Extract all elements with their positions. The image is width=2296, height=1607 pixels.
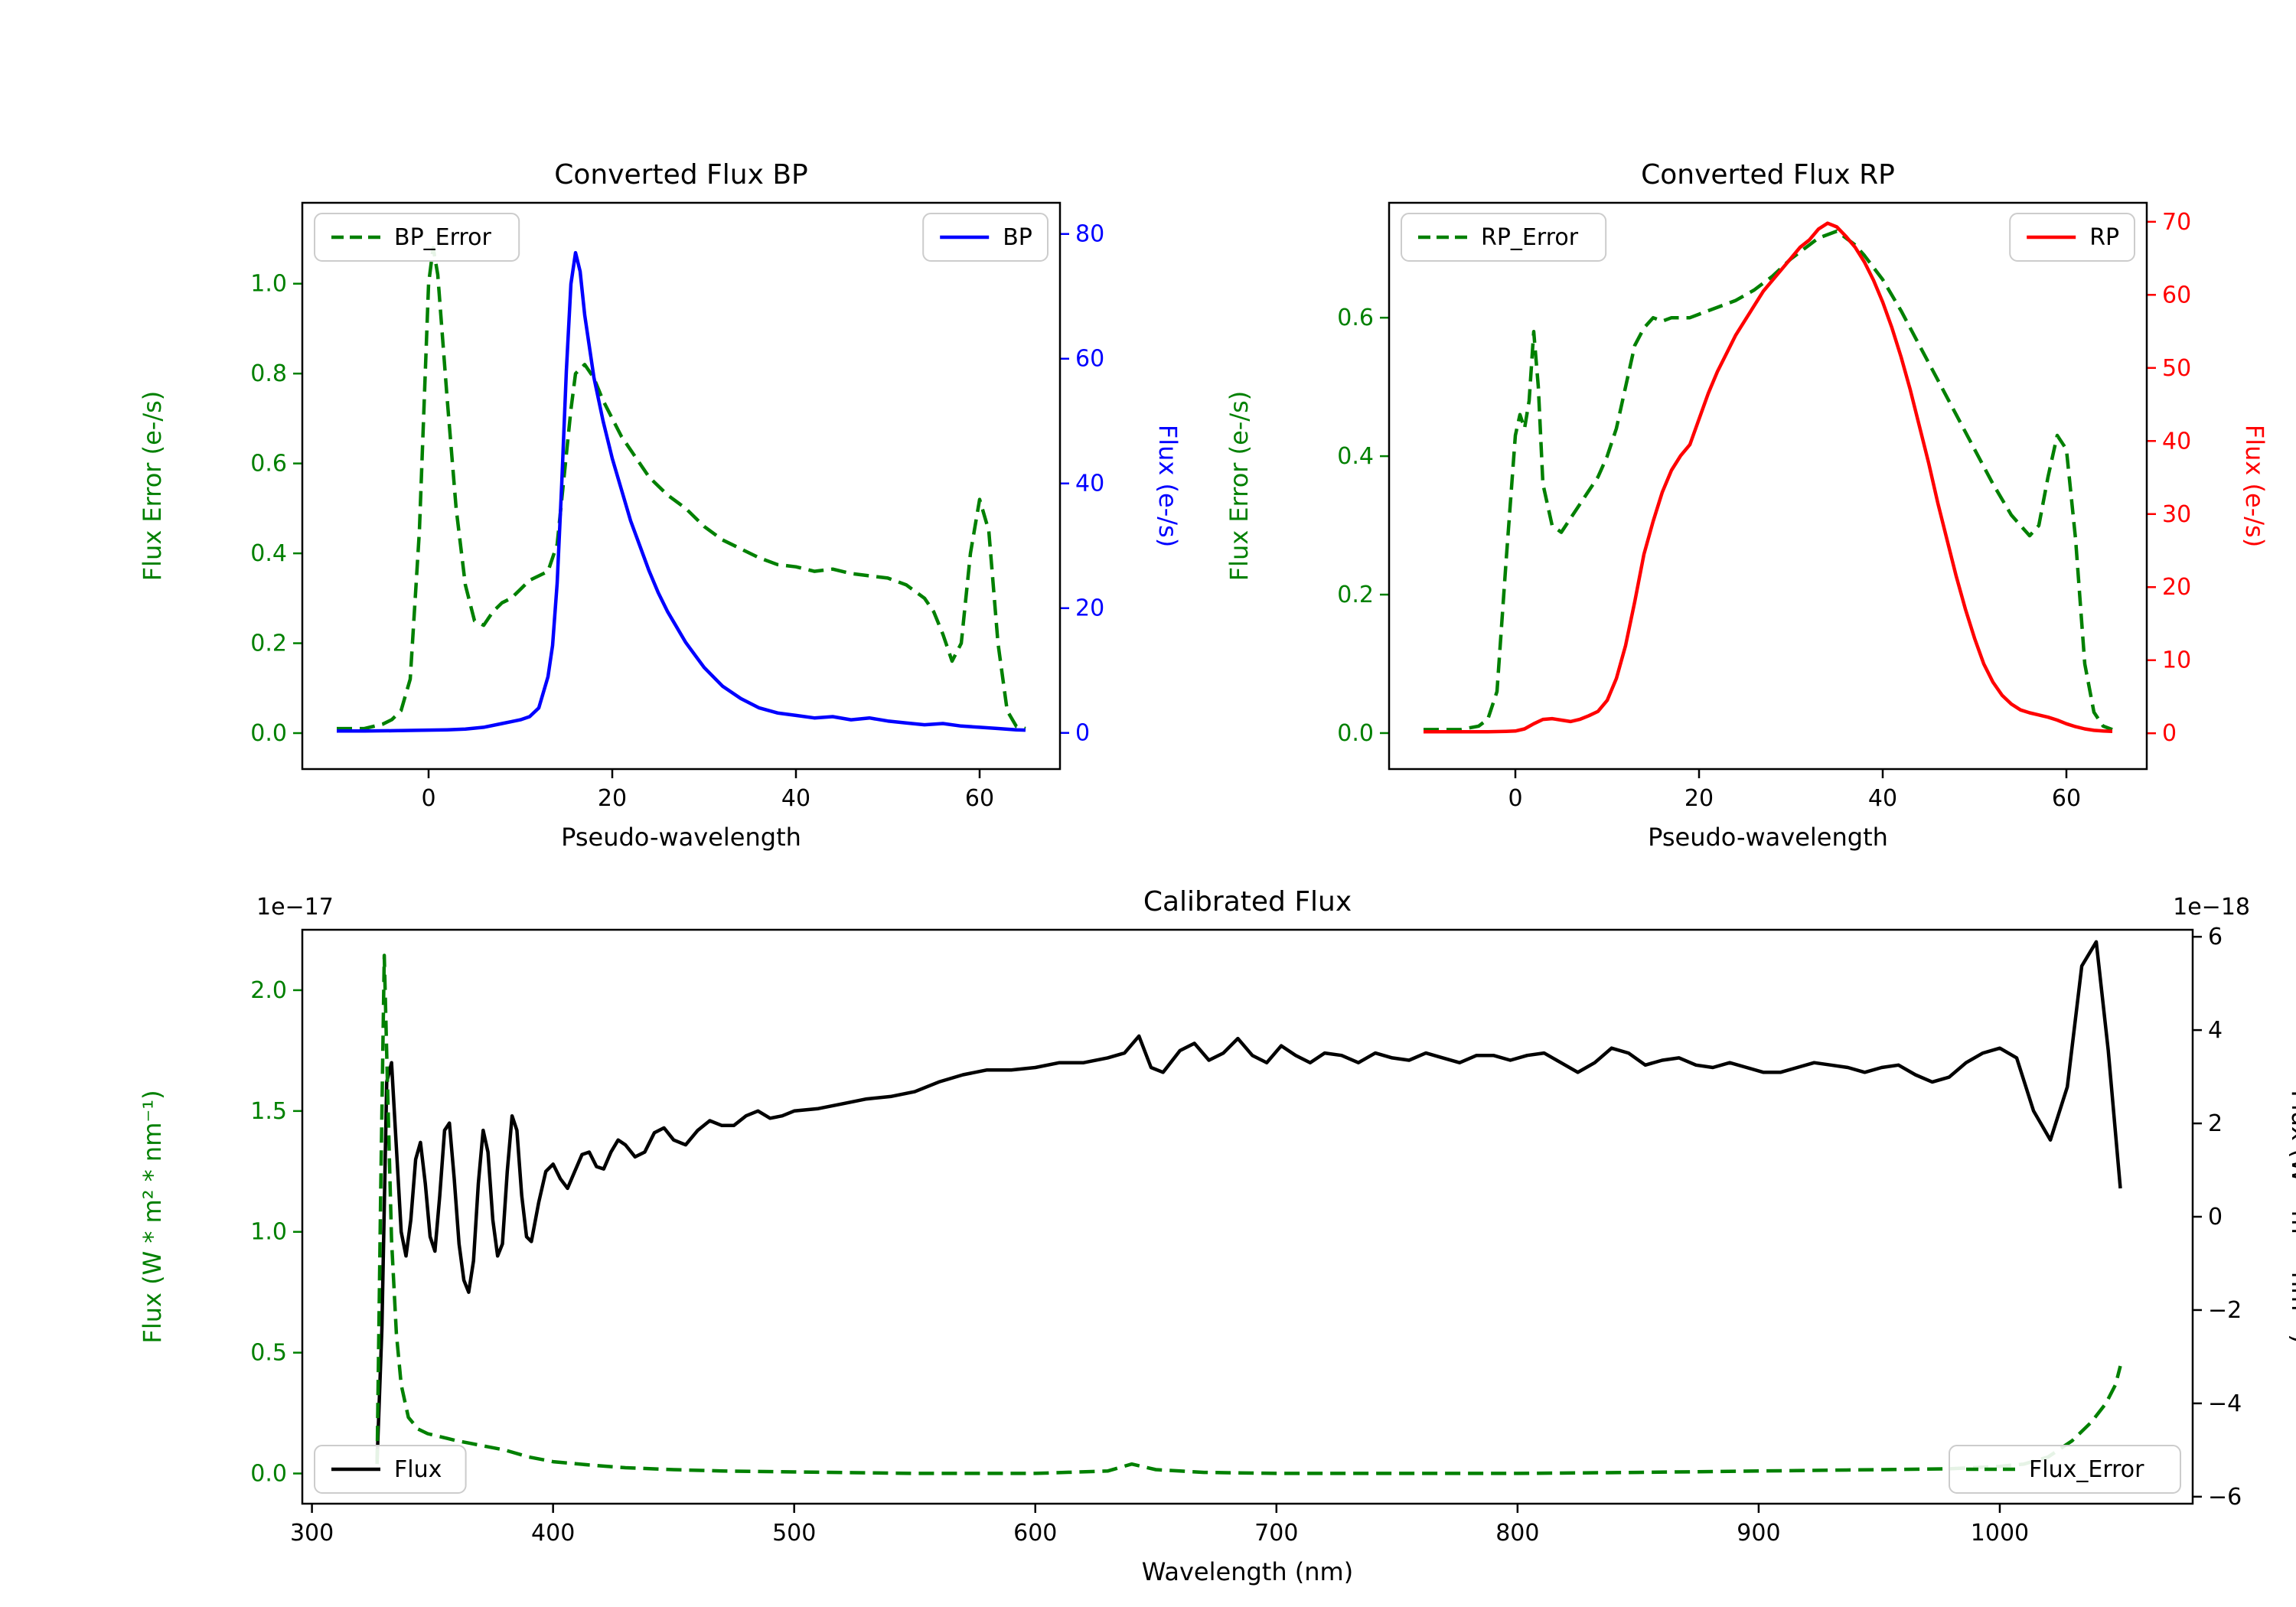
cal-y2-tick-label: −2: [2208, 1297, 2242, 1324]
legend-box: [1949, 1445, 2181, 1494]
rp-y2-tick-label: 20: [2162, 574, 2191, 601]
rp-y2-tick-label: 70: [2162, 209, 2191, 236]
bp-y1-tick-label: 0.0: [250, 720, 287, 747]
cal-y2-tick-label: −6: [2208, 1484, 2242, 1511]
legend-BP: BP: [922, 213, 1049, 262]
bp-x-tick-label: 40: [781, 785, 810, 812]
cal-y1-tick-label: 1.5: [250, 1098, 287, 1125]
legend-box: [314, 213, 520, 262]
bp-x-tick-label: 20: [598, 785, 627, 812]
cal-xlabel: Wavelength (nm): [1142, 1557, 1353, 1586]
cal-x-tick-label: 400: [531, 1520, 575, 1547]
bp-subplot: Converted Flux BP 0 20 40 60 Pseudo-wavelengt…: [99, 99, 1186, 880]
bp-y2-tick-label: 0: [1075, 720, 1090, 747]
cal-y1-tick-label: 2.0: [250, 977, 287, 1004]
legend-Flux_Error: Flux_Error: [1949, 1445, 2181, 1494]
legend-Flux: Flux: [314, 1445, 467, 1494]
bp-xlabel: Pseudo-wavelength: [561, 823, 801, 852]
legend-label: Flux: [394, 1456, 442, 1483]
rp-y2-tick-label: 40: [2162, 428, 2191, 455]
cal-y2-label: Flux (W * m² * nm⁻¹): [2286, 1090, 2296, 1343]
rp-x-tick-label: 40: [1868, 785, 1897, 812]
series-BP_Error: [337, 246, 1026, 731]
bp-y2-tick-label: 80: [1075, 221, 1104, 248]
legend-label: Flux_Error: [2029, 1456, 2144, 1483]
rp-y2-tick-label: 0: [2162, 720, 2177, 747]
series-RP_Error: [1424, 229, 2113, 732]
rp-x-tick-label: 60: [2052, 785, 2081, 812]
cal-y1-tick-label: 0.5: [250, 1340, 287, 1367]
bp-y1-tick-label: 0.6: [250, 451, 287, 478]
rp-y2-label: Flux (e-/s): [2240, 425, 2269, 547]
legend-box: [314, 1445, 467, 1494]
bp-x-tick-label: 0: [421, 785, 435, 812]
rp-subplot: Converted Flux RP 0 20 40 60 Pseudo-wavelengt…: [1186, 99, 2273, 880]
cal-title: Calibrated Flux: [1143, 886, 1352, 918]
bp-y1-tick-label: 0.4: [250, 540, 287, 567]
series-Flux: [375, 940, 2122, 1462]
cal-y2-tick-label: 6: [2208, 924, 2223, 950]
cal-x-tick-label: 800: [1495, 1520, 1539, 1547]
rp-y1-tick-label: 0.6: [1337, 305, 1374, 331]
rp-y2-tick-label: 10: [2162, 647, 2191, 674]
cal-x-tick-label: 1000: [1971, 1520, 2029, 1547]
bp-y1-tick-label: 1.0: [250, 271, 287, 298]
rp-x-tick-label: 0: [1508, 785, 1522, 812]
bp-plot-svg: Converted Flux BP 0 20 40 60 Pseudo-wavelengt…: [138, 159, 1182, 852]
rp-y1-label: Flux Error (e-/s): [1225, 391, 1254, 582]
legend-RP: RP: [2009, 213, 2135, 262]
cal-x-tick-label: 500: [772, 1520, 816, 1547]
bp-y1-tick-label: 0.8: [250, 360, 287, 387]
cal-y1-label: Flux (W * m² * nm⁻¹): [138, 1090, 167, 1343]
cal-y1-offset: 1e−17: [256, 894, 334, 921]
bp-x-tick-label: 60: [965, 785, 994, 812]
cal-y2-tick-label: 2: [2208, 1110, 2223, 1137]
legend-BP_Error: BP_Error: [314, 213, 520, 262]
series-RP: [1424, 221, 2113, 734]
cal-x-tick-label: 700: [1254, 1520, 1298, 1547]
rp-title: Converted Flux RP: [1641, 159, 1895, 191]
bp-y2-label: Flux (e-/s): [1153, 425, 1182, 547]
cal-x-tick-label: 300: [290, 1520, 334, 1547]
bp-y2-tick-label: 20: [1075, 595, 1104, 622]
series-BP: [337, 250, 1026, 733]
legend-label: BP: [1003, 224, 1032, 251]
bp-y2-tick-label: 60: [1075, 346, 1104, 373]
legend-RP_Error: RP_Error: [1401, 213, 1607, 262]
rp-plot-border: [1388, 201, 2148, 771]
cal-plot-svg: Calibrated Flux 300 400 500 600 700 800 900 1000…: [138, 886, 2296, 1586]
rp-y1-tick-label: 0.2: [1337, 582, 1374, 608]
cal-y1-tick-label: 0.0: [250, 1461, 287, 1488]
calibrated-subplot: Calibrated Flux 300 400 500 600 700 800 900 1000…: [99, 826, 2296, 1607]
legend-label: BP_Error: [394, 224, 491, 251]
bp-title: Converted Flux BP: [554, 159, 807, 191]
cal-y2-tick-label: 0: [2208, 1204, 2223, 1231]
rp-y2-tick-label: 60: [2162, 282, 2191, 308]
cal-y1-tick-label: 1.0: [250, 1219, 287, 1246]
rp-y2-tick-label: 30: [2162, 501, 2191, 528]
rp-y1-tick-label: 0.0: [1337, 720, 1374, 747]
series-Flux_Error: [375, 953, 2122, 1475]
cal-x-tick-label: 900: [1737, 1520, 1780, 1547]
cal-plot-border: [301, 928, 2194, 1505]
rp-y1-tick-label: 0.4: [1337, 443, 1374, 470]
rp-y2-tick-label: 50: [2162, 355, 2191, 382]
rp-plot-svg: Converted Flux RP 0 20 40 60 Pseudo-wavelengt…: [1225, 159, 2269, 852]
rp-x-tick-label: 20: [1684, 785, 1714, 812]
legend-label: RP: [2089, 224, 2119, 251]
bp-y2-tick-label: 40: [1075, 471, 1104, 497]
bp-plot-border: [301, 201, 1062, 771]
bp-y1-label: Flux Error (e-/s): [138, 391, 167, 582]
cal-x-tick-label: 600: [1013, 1520, 1057, 1547]
cal-y2-offset: 1e−18: [2173, 894, 2250, 921]
cal-y2-tick-label: −4: [2208, 1390, 2242, 1417]
legend-box: [1401, 213, 1607, 262]
rp-xlabel: Pseudo-wavelength: [1648, 823, 1888, 852]
bp-y1-tick-label: 0.2: [250, 631, 287, 657]
legend-label: RP_Error: [1481, 224, 1579, 251]
cal-y2-tick-label: 4: [2208, 1017, 2223, 1044]
